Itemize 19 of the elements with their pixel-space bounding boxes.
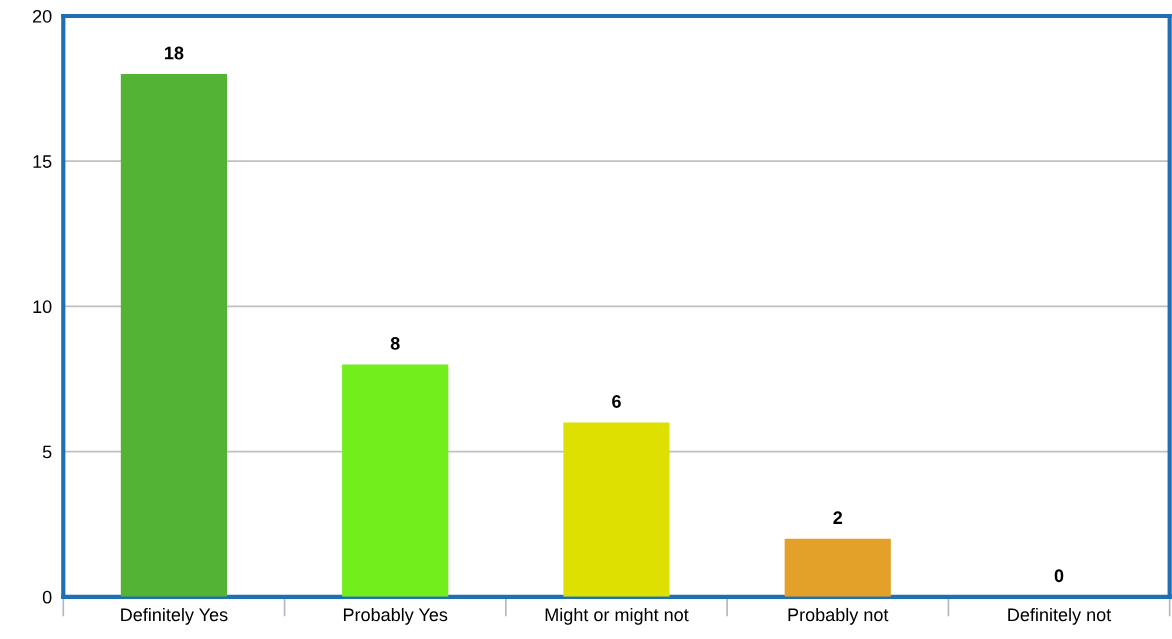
x-tick-label: Definitely not	[1008, 607, 1112, 625]
y-tick-label: 15	[33, 155, 52, 168]
bar	[784, 538, 891, 597]
y-tick-label: 10	[33, 300, 52, 314]
data-label: 18	[165, 46, 184, 60]
bar	[342, 364, 449, 597]
x-tick-label: Probably Yes	[343, 607, 448, 625]
data-label: 2	[833, 511, 843, 524]
x-tick-label: Definitely Yes	[121, 607, 228, 625]
y-tick-label: 5	[42, 445, 52, 459]
bar	[120, 74, 228, 597]
x-tick-label: Probably not	[788, 607, 889, 625]
bar	[563, 422, 670, 597]
data-label: 6	[612, 395, 621, 408]
data-label: 8	[390, 337, 400, 350]
y-tick-label: 0	[42, 590, 52, 604]
data-label: 0	[1054, 569, 1064, 583]
x-tick-label: Might or might not	[545, 607, 689, 625]
y-tick-label: 20	[33, 9, 52, 23]
